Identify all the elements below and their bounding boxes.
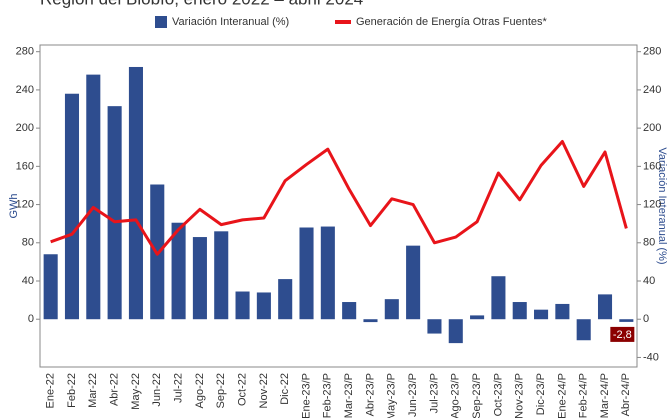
x-tick-label: Jul-23/P (428, 373, 440, 413)
x-tick-label: Nov-23/P (514, 373, 526, 418)
y2-tick-label: 120 (643, 198, 661, 210)
line (50, 140, 628, 256)
bar (192, 237, 207, 320)
bar (64, 93, 80, 320)
bar (406, 245, 421, 320)
bar (363, 319, 378, 323)
x-tick-label: Ene-23/P (300, 373, 312, 418)
x-tick-label: Abr-22 (109, 373, 121, 406)
x-tick-label: Abr-24/P (620, 373, 632, 416)
bar (384, 299, 399, 320)
bar (43, 254, 58, 320)
x-tick-label: May-22 (130, 373, 142, 410)
y2-tick-label: 200 (643, 122, 661, 134)
value-label-bg (610, 326, 635, 342)
x-tick-label: Sep-22 (215, 373, 227, 408)
bar (534, 309, 549, 320)
y-axis-label: GWh (8, 193, 20, 218)
y-tick-label: 240 (16, 84, 34, 96)
y2-tick-label: 80 (643, 237, 655, 249)
value-label: -2,8 (613, 329, 632, 341)
bar (427, 319, 442, 334)
bar (299, 227, 314, 320)
bar (256, 292, 271, 320)
x-tick-label: Feb-22 (66, 373, 78, 408)
bar (470, 315, 485, 320)
y2-tick-label: 280 (643, 46, 661, 58)
x-tick-label: Feb-23/P (322, 373, 334, 418)
x-tick-label: Mar-24/P (599, 373, 611, 418)
x-tick-label: Sep-23/P (471, 373, 483, 418)
bar (597, 294, 613, 320)
x-tick-label: Ene-24/P (556, 373, 568, 418)
y-tick-label: 0 (28, 313, 34, 325)
y-tick-label: 200 (16, 122, 34, 134)
x-tick-label: Abr-23/P (364, 373, 376, 416)
bar (320, 226, 335, 320)
x-tick-label: Oct-23/P (492, 373, 504, 416)
bar (278, 279, 293, 320)
x-tick-label: Ene-22 (45, 373, 57, 408)
x-tick-label: Oct-22 (236, 373, 248, 406)
y2-tick-label: -40 (643, 351, 659, 363)
x-tick-label: Dic-22 (279, 373, 291, 405)
bar (107, 106, 122, 320)
bar (576, 319, 591, 341)
y-tick-label: 160 (16, 160, 34, 172)
x-tick-label: Ago-22 (194, 373, 206, 408)
x-tick-label: Jun-22 (151, 373, 163, 407)
bar (342, 302, 357, 320)
bar (214, 231, 229, 320)
y2-tick-label: 40 (643, 275, 655, 287)
x-tick-label: Nov-22 (258, 373, 270, 408)
x-tick-label: Dic-23/P (535, 373, 547, 415)
bar (448, 319, 463, 344)
bar (128, 66, 143, 320)
y-tick-label: 80 (22, 237, 34, 249)
x-tick-label: Mar-22 (87, 373, 99, 408)
bar (171, 222, 186, 320)
chart-title: Región del Biobío, enero 2022 – abril 20… (40, 0, 363, 8)
y-tick-label: 120 (16, 198, 34, 210)
bar (512, 302, 527, 320)
y2-tick-label: 0 (643, 313, 649, 325)
bar (555, 303, 570, 320)
x-tick-label: Jul-22 (172, 373, 184, 403)
legend-swatch (155, 16, 167, 28)
y2-axis-label: Variación Interanual (%) (656, 147, 668, 264)
y-tick-label: 40 (22, 275, 34, 287)
x-tick-label: Feb-24/P (578, 373, 590, 418)
bar (491, 276, 506, 320)
y-tick-label: 280 (16, 46, 34, 58)
y2-tick-label: 240 (643, 84, 661, 96)
legend-label: Generación de Energía Otras Fuentes* (356, 16, 547, 28)
x-tick-label: Ago-23/P (450, 373, 462, 418)
bar (86, 74, 101, 320)
legend-label: Variación Interanual (%) (172, 16, 289, 28)
x-tick-label: Mar-23/P (343, 373, 355, 418)
y2-tick-label: 160 (643, 160, 661, 172)
bar (235, 291, 250, 320)
bar (619, 319, 634, 322)
x-tick-label: May-23/P (386, 373, 398, 418)
x-tick-label: Jun-23/P (407, 373, 419, 417)
